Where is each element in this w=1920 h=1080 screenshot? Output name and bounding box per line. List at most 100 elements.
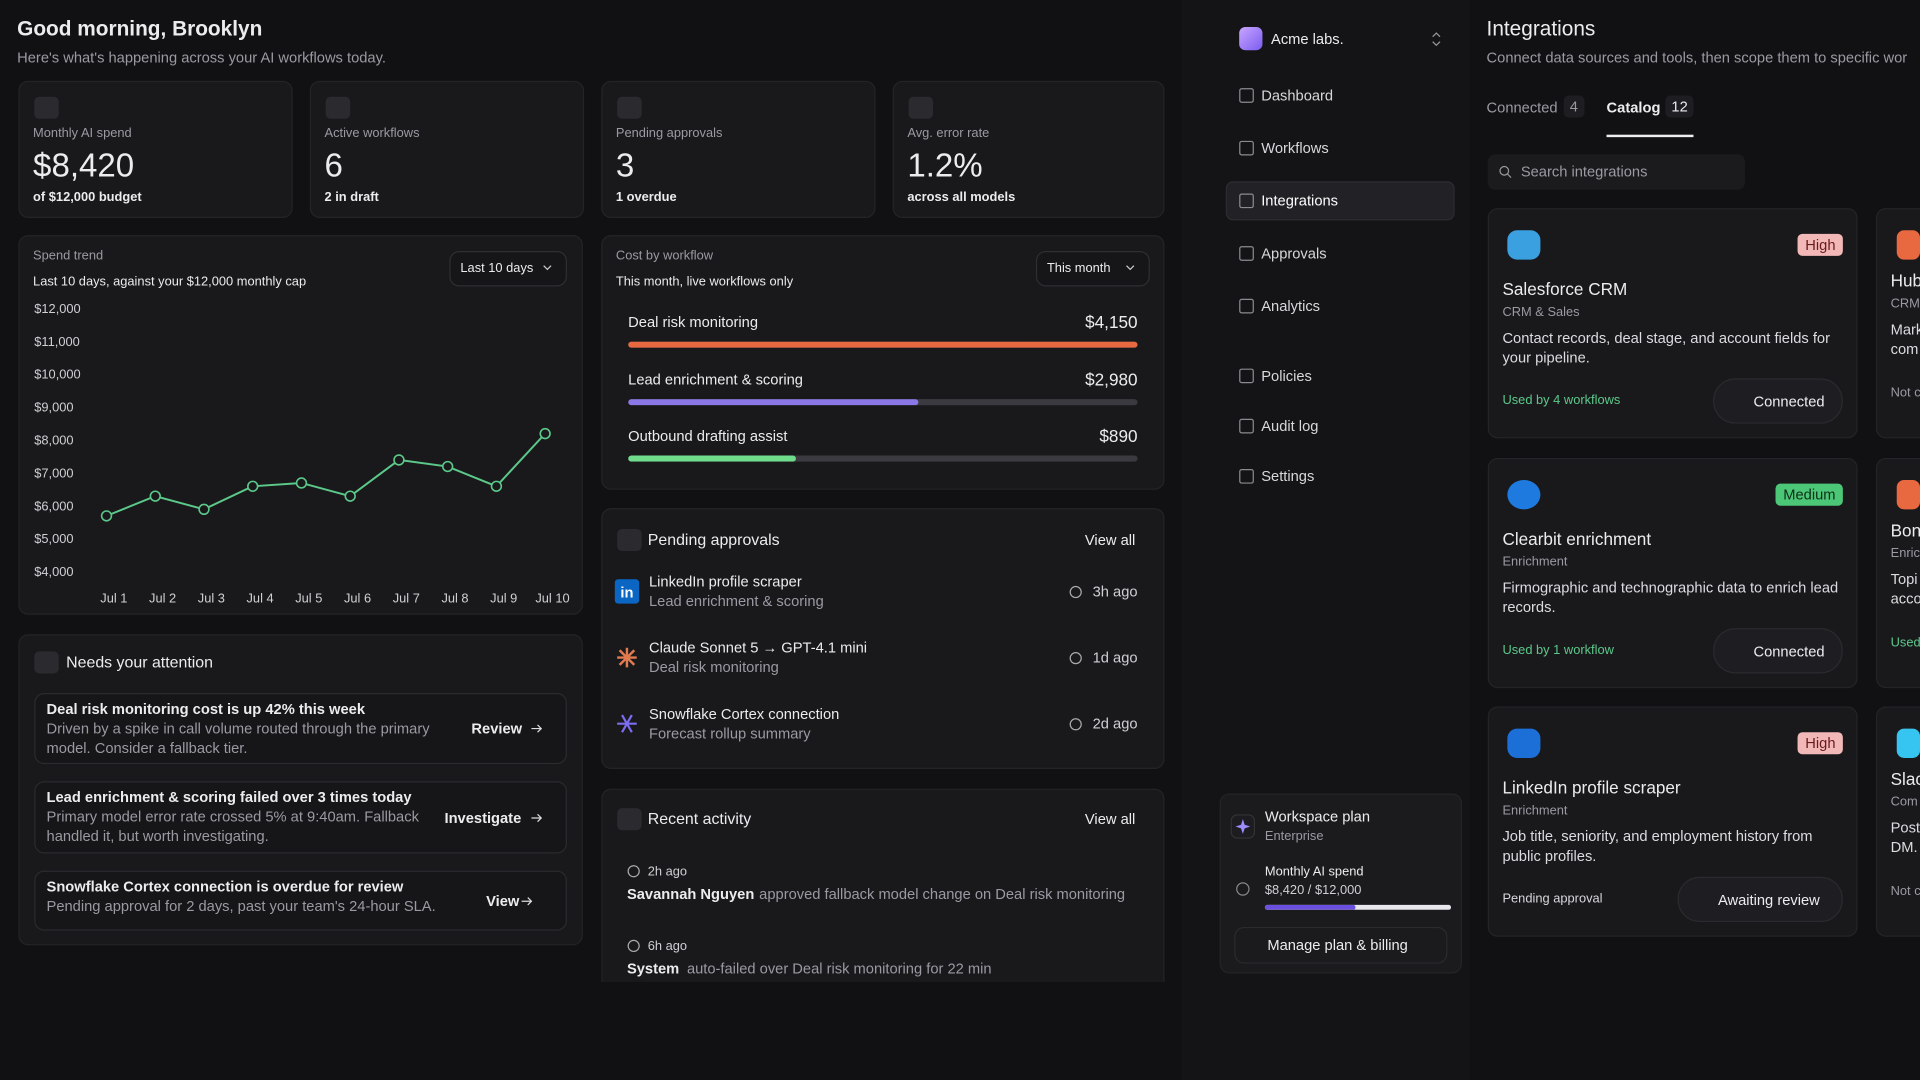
spend-chart: $12,000 $11,000 $10,000 $9,000 $8,000 $7,000 $… xyxy=(34,301,569,606)
nav-icon xyxy=(1239,298,1254,314)
nav-icon xyxy=(1239,193,1254,209)
attention-item[interactable] xyxy=(34,870,567,931)
bar-track xyxy=(628,455,1138,462)
stat-icon xyxy=(617,96,642,119)
activity-actor: Savannah Nguyen xyxy=(626,885,755,903)
nav-item[interactable]: Dashboard xyxy=(1261,86,1334,105)
stat-value: 3 xyxy=(615,146,635,184)
stat-note: of $12,000 budget xyxy=(33,189,142,205)
y-tick-label: $6,000 xyxy=(34,498,73,513)
dropdown-label[interactable]: This month xyxy=(1046,260,1111,276)
x-tick-label: Jul 7 xyxy=(393,590,420,605)
spend-line xyxy=(106,432,546,517)
activity-actor: System xyxy=(626,960,680,978)
search-box[interactable] xyxy=(1487,154,1745,190)
stat-icon xyxy=(34,96,59,119)
attention-action[interactable]: View xyxy=(486,892,520,910)
attention-item[interactable] xyxy=(34,781,567,854)
x-tick-label: Jul 9 xyxy=(490,590,517,605)
y-tick-label: $10,000 xyxy=(34,367,80,382)
nav-item[interactable]: Workflows xyxy=(1261,139,1329,157)
integration-button[interactable] xyxy=(1677,876,1843,923)
pending-name[interactable]: Claude Sonnet 5 → GPT-4.1 mini xyxy=(648,639,868,657)
integration-logo xyxy=(1507,728,1541,758)
point xyxy=(247,480,259,492)
integration-name: Clearbit enrichment xyxy=(1502,528,1652,548)
stat-note: across all models xyxy=(907,189,1016,205)
integration-button[interactable] xyxy=(1713,627,1843,673)
plan-button[interactable] xyxy=(1234,926,1448,964)
card-subtitle: This month, live workflows only xyxy=(615,274,794,289)
integrations-subtitle: Connect data sources and tools, then sco… xyxy=(1486,48,1908,67)
search-placeholder[interactable]: Search integrations xyxy=(1520,162,1648,181)
integration-button-label[interactable]: Connected xyxy=(1753,393,1825,411)
pending-detail: Deal risk monitoring xyxy=(648,658,779,676)
app-icons: in xyxy=(614,579,640,733)
workflow-name: Deal risk monitoring xyxy=(628,313,759,331)
pending-time: 3h ago xyxy=(1092,582,1138,601)
integration-logo xyxy=(1896,230,1920,260)
stat-value: 1.2% xyxy=(907,146,983,184)
stat-value: 6 xyxy=(324,146,343,184)
card-title: Needs your attention xyxy=(66,652,214,672)
stat-icon xyxy=(325,96,351,119)
integration-name: Slac xyxy=(1890,768,1920,789)
org-name[interactable]: Acme labs. xyxy=(1271,30,1344,48)
integration-button[interactable] xyxy=(1713,378,1843,424)
integration-name: Bon xyxy=(1890,519,1920,540)
icon xyxy=(1236,882,1250,896)
point xyxy=(393,454,405,466)
nav-item[interactable]: Audit log xyxy=(1261,417,1319,435)
stat-card xyxy=(18,80,293,218)
nav-item[interactable]: Approvals xyxy=(1261,244,1327,263)
attention-title: Lead enrichment & scoring failed over 3 … xyxy=(46,788,412,806)
attention-action[interactable]: Review xyxy=(471,720,523,738)
x-tick-label: Jul 4 xyxy=(247,590,274,605)
x-tick-label: Jul 5 xyxy=(295,590,322,605)
search-icon xyxy=(1499,165,1512,178)
integration-footer: Not c xyxy=(1890,884,1920,899)
point xyxy=(100,510,113,522)
integration-category: Enrichment xyxy=(1502,803,1568,818)
point xyxy=(344,490,356,502)
view-all[interactable]: View all xyxy=(1084,810,1136,828)
integration-button-label[interactable]: Connected xyxy=(1753,642,1825,660)
nav-icon xyxy=(1239,246,1254,261)
stat-value: $8,420 xyxy=(33,146,135,184)
pending-name[interactable]: Snowflake Cortex connection xyxy=(648,705,840,723)
icon xyxy=(627,939,640,953)
tab-count[interactable]: 12 xyxy=(1665,95,1694,118)
bar xyxy=(628,398,919,405)
tab-count[interactable]: 4 xyxy=(1563,95,1585,118)
attention-action[interactable]: Investigate xyxy=(444,808,522,826)
workflow-amount: $890 xyxy=(1099,426,1138,446)
plan-progress xyxy=(1264,904,1357,910)
plan-icon xyxy=(1230,814,1256,839)
card-title: Recent activity xyxy=(647,809,752,828)
dropdown-label[interactable]: Last 10 days xyxy=(460,260,534,276)
integration-desc: Post xyxy=(1890,819,1920,837)
switcher[interactable] xyxy=(1430,32,1442,47)
card-subtitle: Last 10 days, against your $12,000 month… xyxy=(33,274,307,289)
spend-trend-card xyxy=(18,235,583,615)
nav-item[interactable]: Analytics xyxy=(1261,297,1321,315)
tab[interactable]: Connected xyxy=(1486,99,1558,117)
pending-detail: Lead enrichment & scoring xyxy=(648,592,824,610)
nav-item[interactable]: Policies xyxy=(1261,367,1312,385)
pending-name[interactable]: LinkedIn profile scraper xyxy=(648,573,802,591)
tab-active[interactable]: Catalog xyxy=(1606,99,1661,117)
integration-footer: Not c xyxy=(1890,385,1920,401)
plan-button-label[interactable]: Manage plan & billing xyxy=(1267,936,1408,954)
nav-item[interactable]: Settings xyxy=(1261,467,1315,485)
y-tick-label: $8,000 xyxy=(34,432,73,447)
integration-button-label[interactable]: Awaiting review xyxy=(1717,891,1820,909)
chevron xyxy=(543,265,552,271)
integration-footer: Pending approval xyxy=(1502,891,1603,907)
attention-item[interactable] xyxy=(34,693,567,765)
view-all[interactable]: View all xyxy=(1084,531,1136,549)
nav-item[interactable]: Integrations xyxy=(1261,192,1339,210)
activity-time: 6h ago xyxy=(647,939,688,954)
x-tick-label: Jul 2 xyxy=(149,590,176,605)
